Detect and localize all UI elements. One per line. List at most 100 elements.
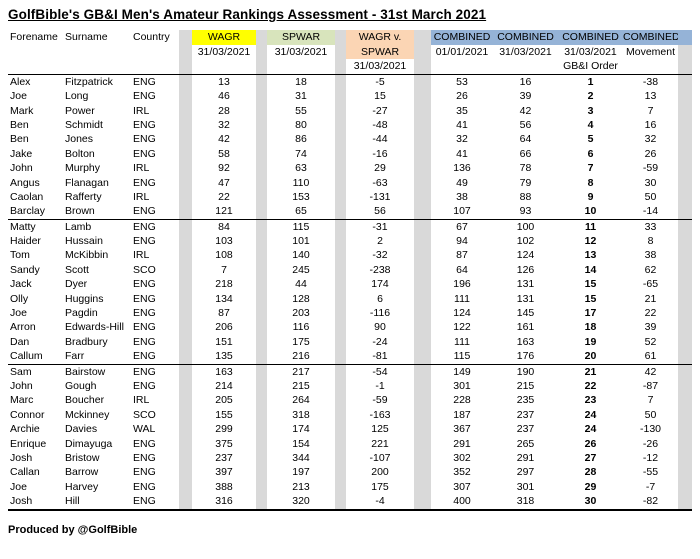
wagr-v-spwar-cell: -163 <box>369 408 391 421</box>
column-spacer <box>678 45 692 60</box>
column-spacer <box>179 479 192 495</box>
column-spacer <box>256 161 267 176</box>
country-cell: ENG <box>133 235 156 248</box>
surname-cell: Farr <box>65 350 85 363</box>
table-row: Matty Lamb ENG 84 115 -31 67 100 11 33 <box>8 219 692 235</box>
country-cell: ENG <box>133 118 156 131</box>
table-row: Archie Davies WAL 299 174 125 367 237 24… <box>8 422 692 437</box>
column-spacer <box>335 378 346 394</box>
surname-cell: Bolton <box>65 147 95 160</box>
wagr-v-spwar-cell: -48 <box>372 118 388 131</box>
forename-cell: Connor <box>10 408 45 421</box>
spwar-rank-cell: 154 <box>292 437 310 450</box>
column-spacer <box>256 175 267 190</box>
column-spacer <box>414 219 431 235</box>
wagr-v-spwar-cell: -5 <box>375 75 385 88</box>
forename-cell: Olly <box>10 292 29 305</box>
column-spacer <box>335 465 346 480</box>
column-spacer <box>179 146 192 162</box>
spwar-rank-cell: 175 <box>292 335 310 348</box>
column-spacer <box>335 45 346 60</box>
wagr-rank-cell: 388 <box>215 480 233 493</box>
column-spacer <box>256 103 267 118</box>
forename-cell: Mark <box>10 104 34 117</box>
combined-jan-cell: 111 <box>454 335 470 348</box>
combined-mar-cell: 145 <box>516 307 535 320</box>
forename-cell: Dan <box>10 335 30 348</box>
column-spacer <box>256 465 267 480</box>
column-spacer <box>179 436 192 451</box>
country-cell: ENG <box>133 147 156 160</box>
table-row: Callan Barrow ENG 397 197 200 352 297 28… <box>8 465 692 480</box>
wagr-rank-cell: 397 <box>215 466 233 479</box>
wagr-v-spwar-cell: 221 <box>371 437 389 450</box>
spwar-rank-cell: 101 <box>292 235 310 248</box>
combined-jan-cell: 122 <box>453 321 471 334</box>
table-row: Arron Edwards-Hill ENG 206 116 90 122 16… <box>8 320 692 335</box>
combined-jan-cell: 301 <box>453 379 471 392</box>
combined-mar-cell: 64 <box>519 133 532 146</box>
table-row: Alex Fitzpatrick ENG 13 18 -5 53 16 1 -3… <box>8 74 692 90</box>
table-row: Tom McKibbin IRL 108 140 -32 87 124 13 3… <box>8 248 692 263</box>
column-spacer <box>678 74 692 90</box>
combined-mar-cell: 291 <box>516 451 535 464</box>
wagr-v-spwar-cell: -54 <box>372 365 388 378</box>
wagr-rank-cell: 22 <box>218 190 230 203</box>
combined-mar-cell: 301 <box>516 480 535 493</box>
movement-cell: 26 <box>644 147 657 160</box>
column-spacer <box>678 450 692 466</box>
country-cell: ENG <box>133 451 156 464</box>
country-cell: IRL <box>133 162 150 175</box>
movement-cell: 39 <box>644 321 657 334</box>
column-spacer <box>678 334 692 350</box>
column-spacer <box>335 219 346 235</box>
forename-cell: Caolan <box>10 190 44 203</box>
movement-cell: 42 <box>644 365 657 378</box>
column-spacer <box>414 349 431 364</box>
surname-cell: Huggins <box>65 292 104 305</box>
country-cell: ENG <box>133 90 156 103</box>
column-spacer <box>678 146 692 162</box>
column-spacer <box>335 234 346 249</box>
column-spacer <box>678 89 692 104</box>
gbi-order-cell: 20 <box>584 350 597 363</box>
combined-mar-cell: 161 <box>516 321 535 334</box>
country-cell: ENG <box>133 75 156 88</box>
column-spacer <box>678 393 692 408</box>
gbi-order-cell: 24 <box>584 408 597 421</box>
wagr-v-spwar-cell: 2 <box>377 235 383 248</box>
table-row: Joe Long ENG 46 31 15 26 39 2 13 <box>8 89 692 104</box>
column-spacer <box>678 132 692 147</box>
wagr-date-label: 31/03/2021 <box>197 46 251 58</box>
combined-jan-cell: 291 <box>453 437 471 450</box>
column-spacer <box>335 89 346 104</box>
gbi-order-cell: 21 <box>584 365 597 378</box>
column-spacer <box>414 204 431 219</box>
column-spacer <box>256 234 267 249</box>
spwar-rank-cell: 217 <box>292 365 310 378</box>
surname-cell: Hill <box>65 495 80 508</box>
header-row-3: 31/03/2021 GB&I Order <box>8 59 692 74</box>
combined-mar-cell: 126 <box>516 263 535 276</box>
column-spacer <box>678 161 692 176</box>
combined-mar-cell: 88 <box>519 190 532 203</box>
wagr-rank-cell: 121 <box>215 205 233 218</box>
wagr-v-spwar-cell: 175 <box>371 480 389 493</box>
combined-jan-cell: 228 <box>453 394 471 407</box>
table-row: Angus Flanagan ENG 47 110 -63 49 79 8 30 <box>8 175 692 190</box>
column-spacer <box>678 407 692 423</box>
column-header-combined-order: COMBINED <box>558 30 623 45</box>
column-spacer <box>179 262 192 278</box>
wagr-v-spwar-cell: -131 <box>369 190 391 203</box>
column-spacer <box>335 161 346 176</box>
combined-mar-cell: 93 <box>519 205 532 218</box>
wagr-v-spwar-cell: 174 <box>371 278 389 291</box>
spwar-rank-cell: 63 <box>295 162 307 175</box>
combined-jan-cell: 41 <box>456 147 468 160</box>
column-header-wagr: WAGR <box>192 30 256 45</box>
gbi-order-cell: 24 <box>584 423 597 436</box>
column-spacer <box>678 234 692 249</box>
surname-cell: Fitzpatrick <box>65 75 113 88</box>
wagr-rank-cell: 206 <box>215 321 233 334</box>
wagr-rank-cell: 13 <box>218 75 230 88</box>
